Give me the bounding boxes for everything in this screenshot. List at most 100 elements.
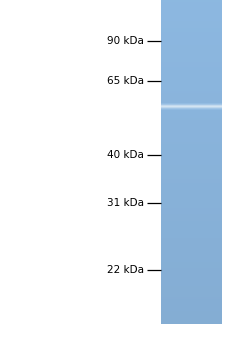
Bar	[161, 311, 222, 312]
Bar	[161, 159, 222, 160]
Bar	[161, 222, 222, 223]
Bar	[161, 138, 222, 139]
Bar	[161, 278, 222, 279]
Bar	[161, 105, 222, 106]
Bar	[161, 69, 222, 70]
Bar	[161, 53, 222, 54]
Bar	[161, 200, 222, 201]
Bar	[161, 91, 222, 92]
Bar	[161, 176, 222, 177]
Bar	[161, 303, 222, 304]
Bar	[161, 280, 222, 281]
Bar	[161, 239, 222, 240]
Bar	[161, 156, 222, 158]
Bar	[161, 71, 222, 72]
Bar	[161, 13, 222, 14]
Bar	[161, 80, 222, 81]
Bar	[161, 170, 222, 171]
Bar	[161, 115, 222, 116]
Bar	[161, 242, 222, 243]
Bar	[161, 1, 222, 2]
Bar	[161, 190, 222, 191]
Bar	[161, 281, 222, 282]
Bar	[161, 247, 222, 248]
Bar	[161, 88, 222, 89]
Bar	[161, 187, 222, 188]
Bar	[161, 195, 222, 196]
Bar	[161, 301, 222, 302]
Bar	[161, 241, 222, 242]
Bar	[161, 214, 222, 215]
Bar	[161, 10, 222, 11]
Bar	[161, 162, 222, 163]
Bar	[161, 7, 222, 8]
Bar	[161, 55, 222, 56]
Bar	[161, 259, 222, 260]
Bar	[161, 314, 222, 315]
Bar	[161, 193, 222, 194]
Bar	[161, 180, 222, 181]
Bar	[161, 117, 222, 118]
Bar	[161, 21, 222, 22]
Bar	[161, 5, 222, 6]
Bar	[161, 220, 222, 221]
Bar	[161, 101, 222, 102]
Bar	[161, 235, 222, 236]
Bar	[161, 181, 222, 182]
Bar	[161, 199, 222, 200]
Bar	[161, 30, 222, 31]
Bar	[161, 174, 222, 175]
Bar	[161, 119, 222, 120]
Bar	[161, 188, 222, 189]
Bar	[161, 211, 222, 212]
Bar	[161, 98, 222, 99]
Bar	[161, 132, 222, 133]
Bar	[161, 94, 222, 95]
Bar	[161, 178, 222, 179]
Text: 65 kDa: 65 kDa	[107, 76, 144, 86]
Bar	[161, 8, 222, 9]
Bar	[161, 65, 222, 66]
Bar	[161, 39, 222, 40]
Bar	[161, 76, 222, 77]
Bar	[161, 252, 222, 253]
Bar	[161, 137, 222, 138]
Bar	[161, 61, 222, 62]
Bar	[161, 266, 222, 267]
Bar	[161, 305, 222, 306]
Bar	[161, 59, 222, 60]
Text: 22 kDa: 22 kDa	[107, 265, 144, 275]
Bar	[161, 147, 222, 148]
Bar	[161, 223, 222, 224]
Bar	[161, 87, 222, 88]
Bar	[161, 26, 222, 27]
Bar	[161, 208, 222, 209]
Bar	[161, 89, 222, 90]
Bar	[161, 64, 222, 65]
Bar	[161, 151, 222, 152]
Bar	[161, 2, 222, 3]
Bar	[161, 165, 222, 166]
Bar	[161, 256, 222, 257]
Bar	[161, 261, 222, 262]
Bar	[161, 253, 222, 254]
Bar	[161, 42, 222, 43]
Bar	[161, 107, 222, 108]
Bar	[161, 194, 222, 195]
Bar	[161, 93, 222, 94]
Bar	[161, 28, 222, 29]
Bar	[161, 122, 222, 123]
Bar	[161, 90, 222, 91]
Bar	[161, 319, 222, 320]
Bar	[161, 36, 222, 37]
Bar	[161, 292, 222, 293]
Bar	[161, 237, 222, 238]
Bar	[161, 287, 222, 288]
Bar	[161, 52, 222, 53]
Bar	[161, 299, 222, 300]
Bar	[161, 271, 222, 272]
Bar	[161, 0, 222, 1]
Bar	[161, 18, 222, 19]
Bar	[161, 206, 222, 207]
Bar	[161, 218, 222, 219]
